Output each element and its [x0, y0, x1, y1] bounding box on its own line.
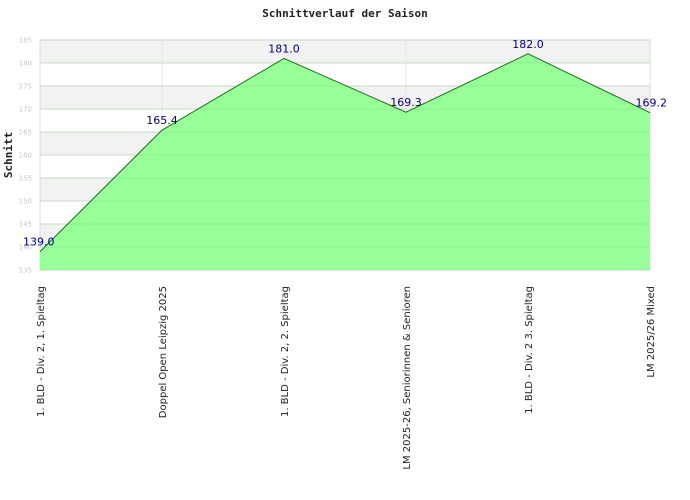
x-tick-label: 1. BLD - Div. 2, 2. Spieltag [280, 286, 291, 417]
x-tick-label: LM 2025-26, Seniorinnen & Senioren [402, 286, 413, 470]
x-tick-label: 1. BLD - Div. 2, 1. Spieltag [36, 286, 47, 417]
x-tick-label: LM 2025/26 Mixed [646, 286, 657, 378]
series-area [39, 39, 651, 271]
series-line [39, 53, 651, 252]
chart-title: Schnittverlauf der Saison [262, 7, 428, 20]
y-tick-label: 140 [19, 244, 32, 252]
data-label: 169.3 [390, 96, 422, 109]
x-tick-label: 1. BLD - Div. 2 3. Spieltag [524, 286, 535, 414]
data-label: 182.0 [512, 38, 544, 51]
x-tick-label: Doppel Open Leipzig 2025 [158, 286, 169, 418]
y-tick-label: 155 [19, 175, 32, 183]
data-label: 169.2 [636, 97, 668, 110]
area-fill [40, 53, 650, 270]
grid-band [40, 40, 650, 63]
data-label: 181.0 [268, 42, 300, 55]
y-tick-label: 165 [19, 129, 32, 137]
y-tick-label: 185 [19, 37, 32, 45]
y-tick-label: 135 [19, 267, 32, 275]
y-tick-label: 180 [19, 60, 32, 68]
data-label: 165.4 [146, 114, 178, 127]
y-tick-label: 160 [19, 152, 32, 160]
y-tick-label: 175 [19, 83, 32, 91]
data-label: 139.0 [23, 236, 55, 249]
y-axis-label: Schnitt [2, 132, 15, 178]
data-labels: 139.0 165.4 181.0 169.3 182.0 169.2 [23, 38, 667, 249]
y-tick-label: 150 [19, 198, 32, 206]
y-tick-label: 170 [19, 106, 32, 114]
y-axis-ticks: 135 140 145 150 155 160 165 170 175 180 185 [19, 37, 32, 275]
x-axis-ticks: 1. BLD - Div. 2, 1. Spieltag Doppel Open … [36, 286, 657, 470]
y-tick-label: 145 [19, 221, 32, 229]
